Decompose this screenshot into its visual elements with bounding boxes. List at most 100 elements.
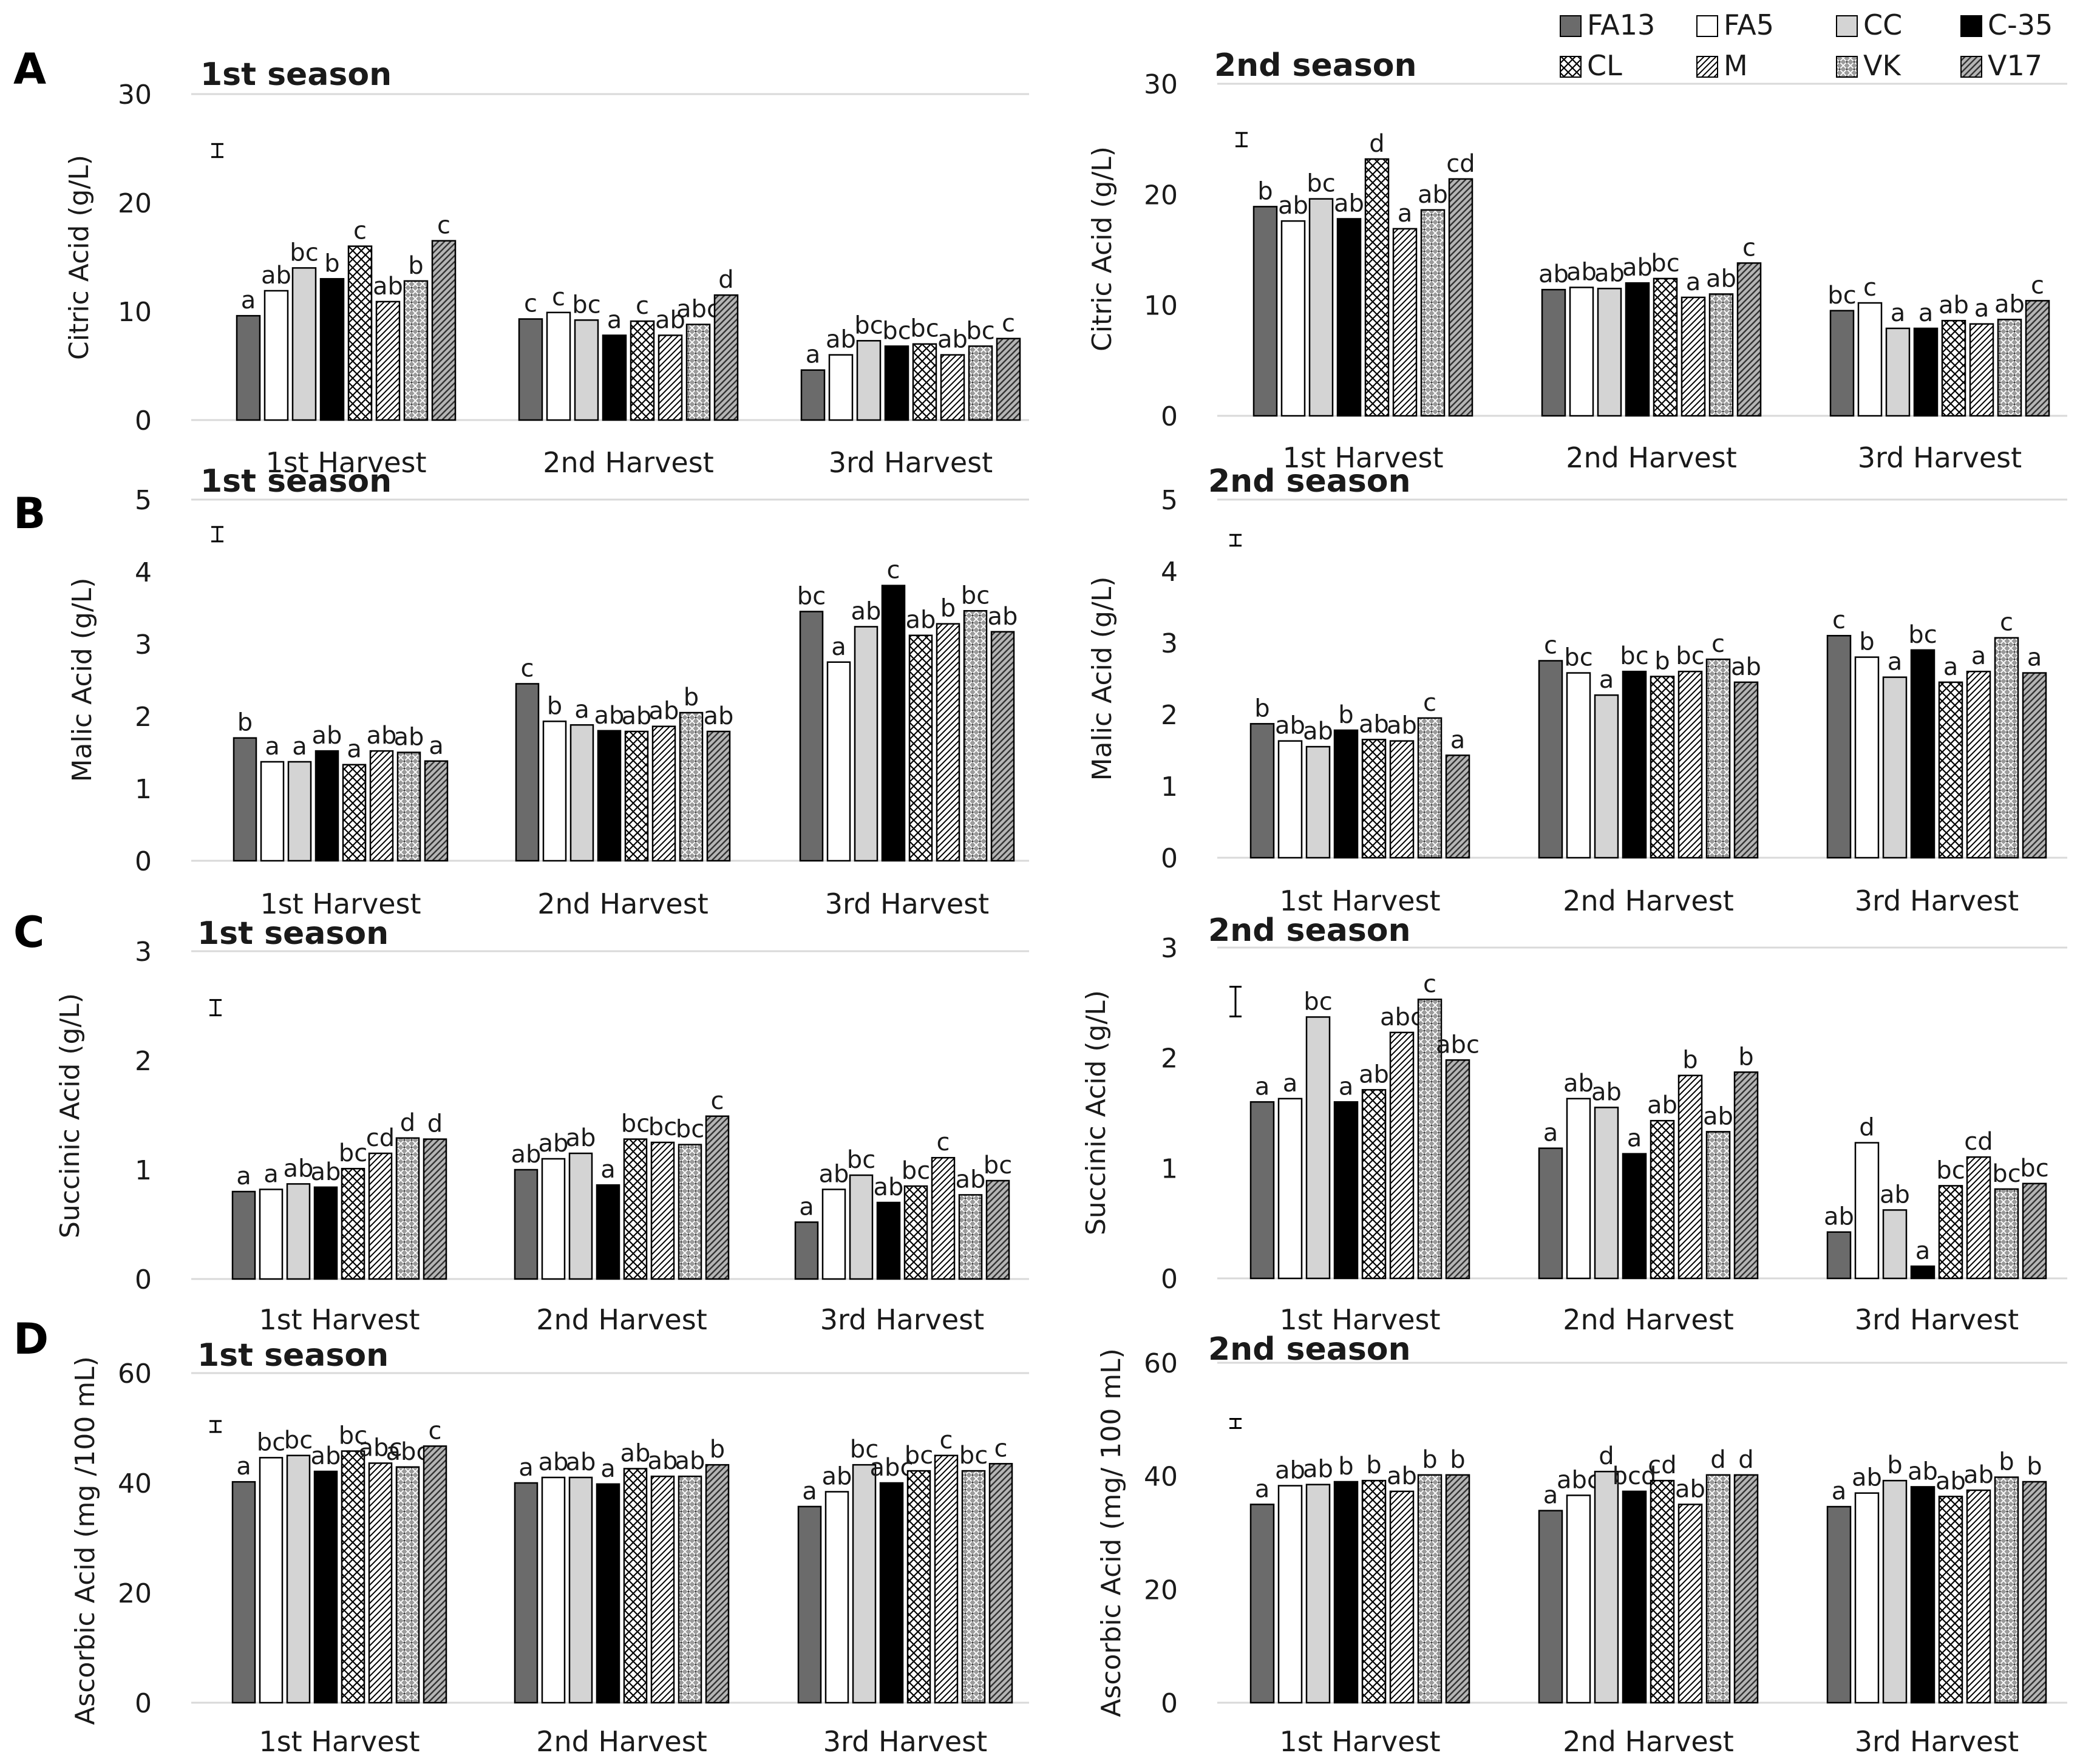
bar-m bbox=[375, 300, 401, 421]
significance-letter: a bbox=[1832, 1477, 1847, 1505]
bar-cl bbox=[912, 343, 937, 421]
significance-letter: bc bbox=[290, 239, 318, 266]
bar-cl bbox=[1938, 681, 1963, 859]
bar-v17 bbox=[2025, 300, 2050, 417]
bar-fa13 bbox=[1829, 310, 1855, 417]
bar-c-35 bbox=[602, 334, 627, 421]
y-tick-label: 2 bbox=[1161, 1043, 1178, 1074]
bar-fa5 bbox=[541, 1476, 566, 1704]
significance-letter: a bbox=[1891, 299, 1906, 327]
significance-letter: a bbox=[263, 1160, 279, 1188]
bar-cl bbox=[341, 1450, 365, 1704]
y-axis-label: Malic Acid (g/L) bbox=[67, 578, 98, 782]
bar-vk bbox=[1417, 717, 1443, 859]
bar-fa5 bbox=[1857, 302, 1883, 417]
significance-letter: ab bbox=[1566, 258, 1597, 286]
significance-letter: bc bbox=[902, 1157, 930, 1185]
legend-item-m: M bbox=[1696, 49, 1748, 82]
bar-fa13 bbox=[231, 1190, 256, 1280]
significance-letter: abc bbox=[1436, 1031, 1480, 1059]
legend-label: M bbox=[1724, 49, 1748, 82]
x-category-label: 1st Harvest bbox=[1282, 441, 1443, 474]
bar-c-35 bbox=[313, 1470, 338, 1704]
significance-letter: ab bbox=[822, 1462, 852, 1490]
significance-letter: b bbox=[710, 1436, 725, 1464]
significance-letter: ab bbox=[1963, 1461, 1994, 1489]
significance-letter: b bbox=[1257, 177, 1273, 205]
bar-m bbox=[1966, 1156, 1991, 1280]
significance-letter: ab bbox=[704, 702, 734, 730]
significance-letter: ab bbox=[988, 603, 1018, 631]
bar-cc bbox=[1882, 676, 1908, 859]
bar-m bbox=[1966, 1489, 1991, 1704]
significance-letter: bc bbox=[959, 1442, 988, 1470]
chart-d-season1: 0 20 40 60 Ascorbic Acid (mg /100 mL) 1st sea… bbox=[70, 1337, 1029, 1758]
legend-item-fa5: FA5 bbox=[1696, 8, 1774, 41]
bar-cc bbox=[854, 626, 879, 862]
significance-letter: ab bbox=[1852, 1464, 1882, 1492]
significance-letter: ab bbox=[1939, 291, 1969, 319]
significance-letter: a bbox=[1686, 268, 1701, 296]
bar-cc bbox=[286, 1183, 311, 1280]
y-axis-label: Malic Acid (g/L) bbox=[1087, 577, 1118, 781]
significance-letter: ab bbox=[1303, 1456, 1333, 1484]
bar-cl bbox=[347, 245, 373, 421]
significance-letter: ab bbox=[1706, 265, 1736, 293]
significance-letter: c bbox=[1863, 274, 1877, 302]
legend-swatch bbox=[1836, 15, 1858, 37]
bar-fa13 bbox=[1826, 634, 1852, 859]
significance-letter: abc bbox=[1557, 1466, 1600, 1494]
bar-fa13 bbox=[233, 737, 257, 862]
bar-cc bbox=[1885, 327, 1911, 417]
bar-cc bbox=[1594, 694, 1619, 859]
y-tick-label: 2 bbox=[135, 702, 152, 733]
bar-vk bbox=[1994, 637, 2019, 859]
significance-letter: ab bbox=[1731, 653, 1761, 681]
significance-letter: bcd bbox=[1613, 1462, 1657, 1490]
bar-cl bbox=[1650, 676, 1675, 859]
significance-letter: bc bbox=[847, 1146, 875, 1174]
bar-c-35 bbox=[596, 1483, 620, 1704]
significance-letter: ab bbox=[284, 1155, 314, 1182]
significance-letter: ab bbox=[1880, 1181, 1910, 1209]
significance-letter: d bbox=[1369, 130, 1384, 158]
legend-item-cc: CC bbox=[1836, 8, 1902, 41]
significance-letter: ab bbox=[1622, 254, 1653, 282]
significance-letter: ab bbox=[539, 1130, 569, 1158]
y-tick-label: 1 bbox=[135, 774, 152, 805]
y-tick-label: 30 bbox=[118, 80, 152, 110]
bar-v17 bbox=[996, 338, 1021, 421]
bar-c-35 bbox=[1910, 1486, 1936, 1704]
legend-label: CC bbox=[1863, 8, 1902, 41]
significance-letter: c bbox=[636, 292, 649, 320]
bar-vk bbox=[685, 324, 711, 421]
y-tick-label: 10 bbox=[1144, 291, 1178, 322]
error-bar-indicator bbox=[209, 1420, 222, 1433]
bar-c-35 bbox=[1910, 1265, 1936, 1280]
bar-fa5 bbox=[259, 1189, 284, 1280]
significance-letter: abc bbox=[1380, 1003, 1424, 1031]
significance-letter: ab bbox=[819, 1160, 849, 1188]
significance-letter: ab bbox=[937, 326, 968, 354]
bar-m bbox=[658, 334, 683, 421]
significance-letter: b bbox=[1738, 1043, 1753, 1071]
bar-fa5 bbox=[542, 721, 567, 862]
bar-m bbox=[1969, 323, 1994, 417]
bar-vk bbox=[1708, 293, 1734, 417]
y-tick-label: 0 bbox=[135, 405, 152, 436]
significance-letter: c bbox=[552, 283, 565, 311]
bar-vk bbox=[958, 1194, 983, 1280]
significance-letter: b bbox=[2027, 1453, 2042, 1481]
significance-letter: b bbox=[408, 252, 423, 280]
significance-letter: b bbox=[684, 684, 699, 711]
bar-v17 bbox=[1445, 1059, 1470, 1280]
bar-cc bbox=[856, 340, 882, 421]
legend-item-vk: VK bbox=[1836, 49, 1902, 82]
significance-letter: c bbox=[1544, 632, 1557, 660]
significance-letter: c bbox=[887, 557, 900, 585]
bar-m bbox=[1392, 228, 1418, 417]
bar-cl bbox=[1653, 277, 1678, 417]
significance-letter: cd bbox=[366, 1124, 395, 1152]
